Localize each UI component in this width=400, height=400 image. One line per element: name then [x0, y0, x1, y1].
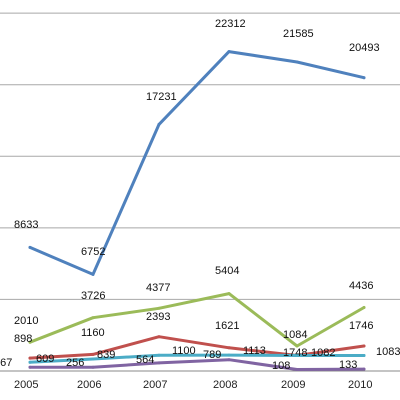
data-label: 609 — [36, 353, 54, 365]
series-line-4 — [28, 353, 366, 364]
data-label: 1621 — [215, 320, 239, 332]
data-point — [28, 340, 32, 344]
data-point — [157, 335, 161, 339]
series-line-5 — [28, 358, 366, 371]
data-point — [362, 76, 366, 80]
data-label: 1113 — [243, 345, 266, 357]
series-line-2 — [28, 292, 366, 348]
data-point — [362, 306, 366, 309]
data-point — [362, 354, 366, 357]
data-label: 2010 — [14, 315, 38, 327]
data-label: 1084 — [283, 329, 307, 341]
data-label: 2393 — [146, 311, 170, 323]
data-label: 4436 — [349, 280, 373, 292]
data-label: 108 — [272, 360, 290, 372]
data-point — [362, 344, 366, 348]
data-label: 267 — [0, 357, 12, 369]
data-label: 133 — [339, 359, 357, 371]
data-point — [295, 368, 299, 371]
data-point — [157, 306, 161, 310]
data-point — [28, 356, 32, 360]
data-point — [157, 122, 161, 126]
data-point — [91, 316, 95, 320]
data-point — [91, 272, 95, 276]
data-label: 1082 — [311, 347, 335, 359]
data-point — [91, 352, 95, 356]
data-point — [91, 357, 95, 361]
data-point — [227, 292, 231, 296]
x-axis: 2005 2006 2007 2008 2009 2010 — [14, 379, 372, 391]
x-tick-label: 2010 — [348, 379, 372, 391]
data-point — [362, 367, 366, 371]
x-tick-label: 2007 — [143, 379, 167, 391]
gridlines — [0, 12, 400, 372]
data-label: 3726 — [81, 290, 105, 302]
data-point — [28, 360, 32, 364]
data-label: 839 — [97, 349, 115, 361]
data-point — [157, 361, 161, 365]
data-label: 1083 — [376, 346, 400, 358]
data-label: 4377 — [146, 282, 170, 294]
data-labels: 8633 6752 17231 22312 21585 20493 2010 3726 4377… — [0, 18, 400, 372]
data-point — [28, 365, 32, 369]
data-label: 21585 — [283, 28, 314, 40]
data-label: 1746 — [349, 320, 373, 332]
data-label: 564 — [136, 354, 154, 366]
data-point — [227, 358, 231, 362]
x-tick-label: 2005 — [14, 379, 38, 391]
x-tick-label: 2008 — [213, 379, 237, 391]
data-point — [295, 354, 299, 357]
data-point — [227, 353, 231, 357]
data-label: 17231 — [146, 91, 177, 103]
data-label: 1748 — [283, 347, 307, 359]
data-label: 8633 — [14, 219, 38, 231]
data-label: 898 — [14, 333, 32, 345]
x-tick-label: 2009 — [281, 379, 305, 391]
x-tick-label: 2006 — [77, 379, 101, 391]
data-point — [227, 346, 231, 350]
data-label: 6752 — [81, 246, 105, 258]
data-point — [295, 60, 299, 64]
series-lines — [28, 50, 366, 371]
data-label: 22312 — [215, 18, 246, 30]
series-line-3 — [28, 335, 366, 360]
data-point — [157, 353, 161, 357]
data-point — [227, 50, 231, 54]
data-point — [28, 245, 32, 249]
data-label: 256 — [66, 357, 84, 369]
data-label: 1160 — [81, 327, 105, 339]
data-label: 5404 — [215, 265, 239, 277]
data-point — [91, 365, 95, 369]
data-point — [295, 344, 299, 348]
data-label: 1100 — [172, 345, 196, 357]
data-label: 20493 — [349, 42, 380, 54]
data-label: 789 — [203, 349, 221, 361]
series-line-1 — [28, 50, 366, 276]
